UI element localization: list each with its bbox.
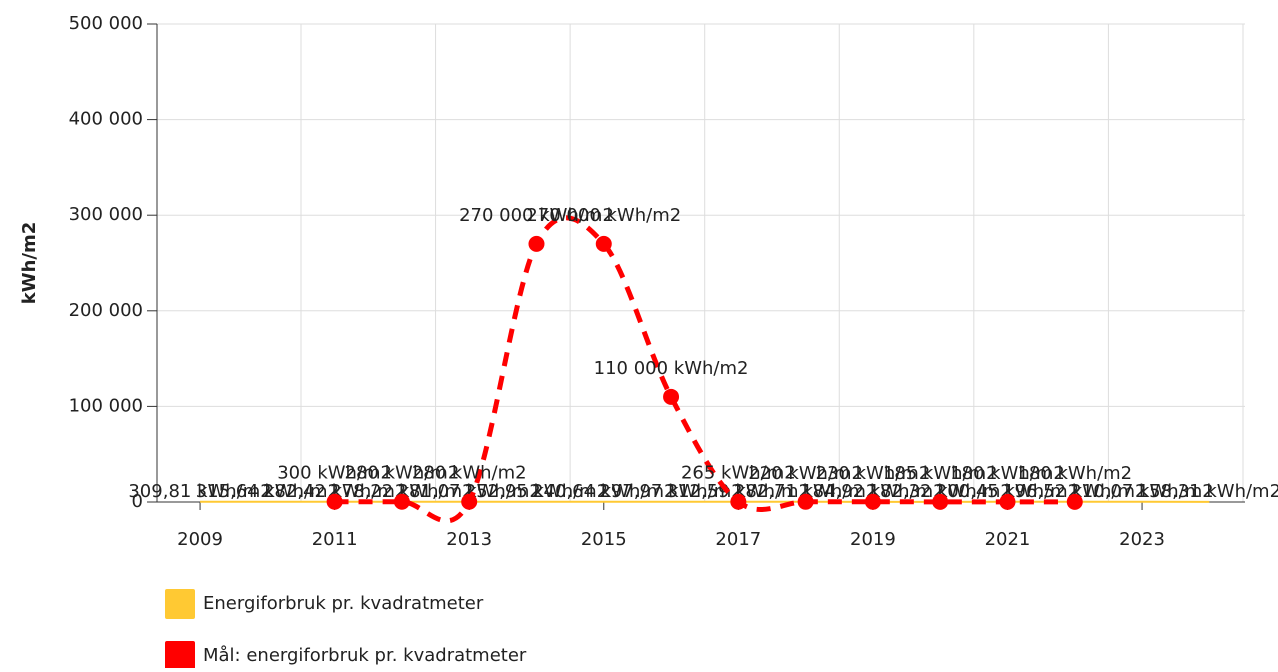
data-label: 280 kWh/m2 [412, 463, 527, 484]
point [327, 494, 343, 510]
x-tick-label: 2021 [985, 529, 1031, 550]
legend-label: Energiforbruk pr. kvadratmeter [203, 593, 484, 614]
legend-swatch [165, 589, 195, 619]
point [932, 494, 948, 510]
data-label: 110 000 kWh/m2 [594, 358, 749, 379]
point [596, 236, 612, 252]
x-tick-label: 2015 [581, 529, 627, 550]
y-tick-label: 400 000 [69, 109, 143, 130]
x-tick-label: 2013 [446, 529, 492, 550]
point [461, 494, 477, 510]
legend-label: Mål: energiforbruk pr. kvadratmeter [203, 645, 527, 666]
point [865, 494, 881, 510]
y-tick-label: 200 000 [69, 300, 143, 321]
x-tick-label: 2017 [715, 529, 761, 550]
legend-swatch [165, 641, 195, 668]
point [1067, 494, 1083, 510]
x-tick-label: 2023 [1119, 529, 1165, 550]
x-tick-label: 2009 [177, 529, 223, 550]
data-label: 180 kWh/m2 [1017, 463, 1132, 484]
y-axis-label: kWh/m2 [19, 222, 40, 305]
point [730, 494, 746, 510]
y-tick-label: 500 000 [69, 13, 143, 34]
point [663, 389, 679, 405]
data-label: 158,31 kWh/m2 [1138, 481, 1278, 502]
y-tick-label: 300 000 [69, 204, 143, 225]
point [999, 494, 1015, 510]
y-tick-label: 100 000 [69, 395, 143, 416]
x-tick-label: 2019 [850, 529, 896, 550]
x-tick-label: 2011 [312, 529, 358, 550]
point [798, 494, 814, 510]
point [528, 236, 544, 252]
data-label: 270 000 kWh/m2 [526, 205, 681, 226]
point [394, 494, 410, 510]
